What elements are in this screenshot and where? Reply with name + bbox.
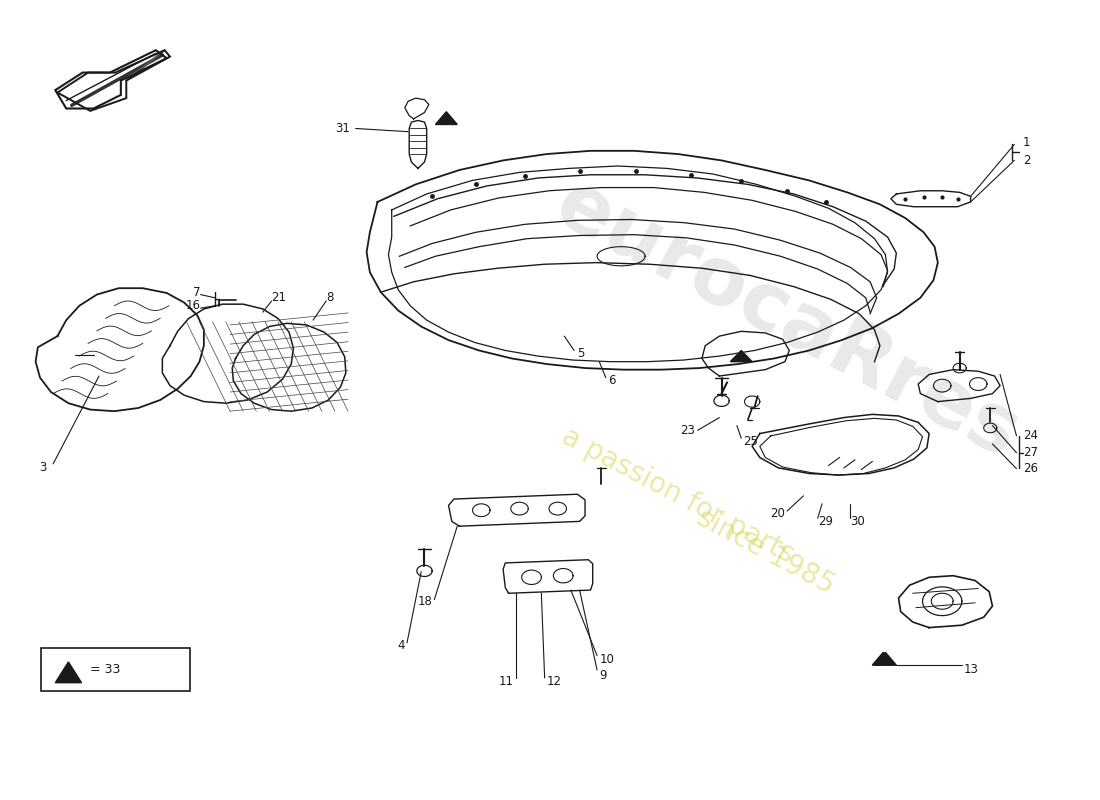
Polygon shape bbox=[55, 662, 81, 682]
FancyBboxPatch shape bbox=[41, 648, 189, 691]
Text: 16: 16 bbox=[186, 299, 200, 312]
Text: 6: 6 bbox=[608, 374, 616, 387]
Text: 27: 27 bbox=[1023, 446, 1038, 459]
Polygon shape bbox=[874, 652, 896, 665]
Text: 13: 13 bbox=[964, 663, 979, 677]
Text: since 1985: since 1985 bbox=[692, 504, 839, 600]
Text: 12: 12 bbox=[547, 674, 562, 688]
Text: eurocaRres: eurocaRres bbox=[542, 165, 1032, 475]
Text: 26: 26 bbox=[1023, 462, 1038, 475]
Text: 3: 3 bbox=[39, 462, 46, 474]
Text: 24: 24 bbox=[1023, 430, 1038, 442]
Text: 9: 9 bbox=[600, 669, 607, 682]
Text: 23: 23 bbox=[681, 424, 695, 437]
Text: a passion for parts: a passion for parts bbox=[557, 422, 799, 569]
Text: 7: 7 bbox=[194, 286, 200, 298]
Text: 25: 25 bbox=[744, 435, 758, 448]
Polygon shape bbox=[872, 652, 894, 665]
Text: 4: 4 bbox=[397, 639, 405, 653]
Text: = 33: = 33 bbox=[90, 663, 121, 677]
Polygon shape bbox=[730, 350, 752, 362]
Text: 2: 2 bbox=[1023, 154, 1031, 167]
Text: 30: 30 bbox=[850, 515, 866, 528]
Text: 1: 1 bbox=[1023, 136, 1031, 150]
Text: 20: 20 bbox=[770, 507, 785, 520]
Text: 5: 5 bbox=[578, 347, 585, 360]
Text: 11: 11 bbox=[499, 674, 514, 688]
Text: 10: 10 bbox=[600, 653, 614, 666]
Text: 31: 31 bbox=[336, 122, 350, 135]
Text: 18: 18 bbox=[417, 594, 432, 608]
Text: 8: 8 bbox=[327, 291, 333, 304]
Polygon shape bbox=[436, 112, 458, 125]
Text: 21: 21 bbox=[272, 291, 287, 304]
Text: 29: 29 bbox=[817, 515, 833, 528]
